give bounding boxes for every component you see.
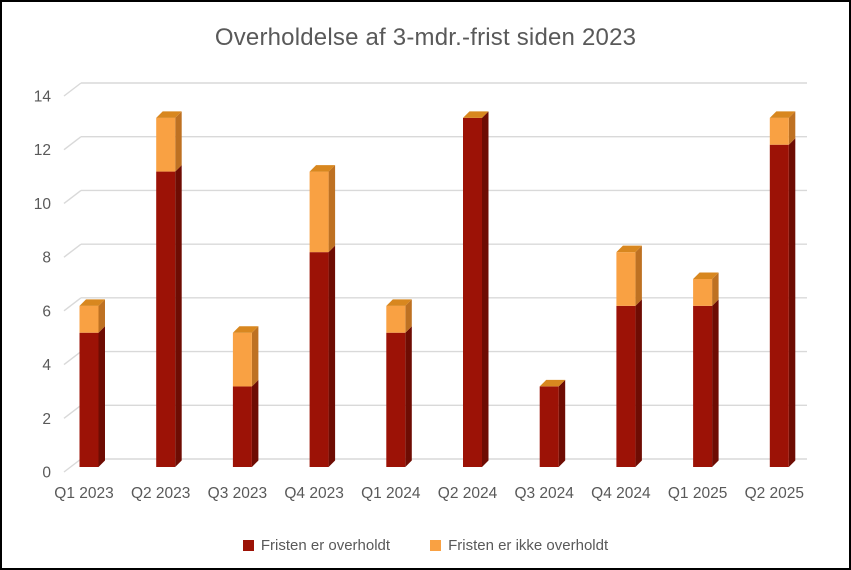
bar-segment-ikke-overholdt-q4-2023[interactable] xyxy=(309,171,329,253)
bar-segment-ikke-overholdt-q2-2025[interactable] xyxy=(769,117,789,145)
bar-side-overholdt-q3-2024 xyxy=(558,379,566,467)
bar-side-overholdt-q1-2025 xyxy=(712,299,719,467)
y-tick-label: 12 xyxy=(34,142,51,159)
bar-segment-overholdt-q4-2024[interactable] xyxy=(616,305,636,467)
bar-top-q1-2025 xyxy=(693,272,719,280)
x-tick-label-q1-2025: Q1 2025 xyxy=(668,485,727,502)
y-tick-label: 8 xyxy=(42,250,51,267)
bar-side-overholdt-q2-2023 xyxy=(175,165,182,467)
bar-segment-ikke-overholdt-q1-2024[interactable] xyxy=(386,305,406,333)
legend-swatch-overholdt xyxy=(242,540,254,551)
chart-legend: Fristen er overholdt Fristen er ikke ove… xyxy=(2,537,849,554)
gridline-depth-tick xyxy=(63,297,82,312)
bar-side-ikke-overholdt-q1-2025 xyxy=(712,272,719,306)
y-tick-label: 4 xyxy=(42,357,51,374)
legend-item-overholdt[interactable]: Fristen er overholdt xyxy=(242,537,391,554)
chart-title: Overholdelse af 3-mdr.-frist siden 2023 xyxy=(214,24,637,51)
bar-side-ikke-overholdt-q4-2023 xyxy=(328,165,336,253)
x-tick-label-q2-2023: Q2 2023 xyxy=(131,485,190,502)
bar-side-overholdt-q3-2023 xyxy=(251,379,259,467)
x-tick-label-q4-2023: Q4 2023 xyxy=(284,485,343,502)
bar-top-q3-2024 xyxy=(539,379,566,387)
gridline-depth-tick xyxy=(63,458,82,473)
gridline-depth-tick xyxy=(63,243,82,258)
gridline-depth-tick xyxy=(63,82,82,97)
bar-segment-overholdt-q1-2024[interactable] xyxy=(386,332,406,467)
legend-label-ikke-overholdt: Fristen er ikke overholdt xyxy=(448,537,609,554)
gridline-depth-tick xyxy=(63,189,82,204)
bar-segment-ikke-overholdt-q3-2023[interactable] xyxy=(232,332,252,387)
y-tick-label: 10 xyxy=(34,196,52,213)
bar-side-overholdt-q4-2023 xyxy=(328,245,336,467)
x-tick-label-q1-2023: Q1 2023 xyxy=(54,485,113,502)
x-tick-label-q1-2024: Q1 2024 xyxy=(361,485,421,502)
bar-side-ikke-overholdt-q2-2023 xyxy=(175,111,182,172)
x-tick-label-q3-2023: Q3 2023 xyxy=(208,485,267,502)
y-tick-label: 0 xyxy=(42,465,51,482)
bar-segment-ikke-overholdt-q1-2023[interactable] xyxy=(79,305,99,333)
bar-segment-overholdt-q2-2025[interactable] xyxy=(769,144,789,467)
bar-segment-overholdt-q2-2023[interactable] xyxy=(156,171,176,467)
bar-segment-ikke-overholdt-q2-2023[interactable] xyxy=(156,117,176,172)
bar-top-q3-2023 xyxy=(232,326,259,333)
y-tick-label: 2 xyxy=(42,411,51,428)
bar-top-q2-2025 xyxy=(769,111,796,118)
gridline-depth-tick xyxy=(63,404,82,419)
bar-side-ikke-overholdt-q1-2024 xyxy=(405,299,412,333)
bar-top-q1-2023 xyxy=(79,299,105,306)
gridline-depth-tick xyxy=(63,351,82,366)
y-tick-label: 6 xyxy=(42,303,51,320)
bar-top-q2-2023 xyxy=(156,111,182,118)
bar-top-q4-2024 xyxy=(616,245,642,253)
bar-segment-overholdt-q3-2024[interactable] xyxy=(539,386,559,467)
gridline-depth-tick xyxy=(63,136,82,151)
legend-label-overholdt: Fristen er overholdt xyxy=(260,537,391,554)
bar-top-q4-2023 xyxy=(309,165,336,172)
bar-side-ikke-overholdt-q2-2025 xyxy=(788,111,796,145)
y-tick-label: 14 xyxy=(34,89,52,106)
bar-top-q1-2024 xyxy=(386,299,412,306)
legend-swatch-ikke-overholdt xyxy=(430,540,442,551)
bar-side-overholdt-q4-2024 xyxy=(635,299,642,467)
bar-side-overholdt-q2-2025 xyxy=(788,138,796,467)
bar-side-ikke-overholdt-q4-2024 xyxy=(635,245,642,306)
bar-top-q2-2024 xyxy=(463,111,489,118)
bar-side-overholdt-q1-2023 xyxy=(98,326,105,467)
bar-segment-overholdt-q1-2025[interactable] xyxy=(693,305,713,467)
bar-segment-overholdt-q4-2023[interactable] xyxy=(309,252,329,467)
bar-segment-overholdt-q2-2024[interactable] xyxy=(463,117,482,467)
bar-side-ikke-overholdt-q3-2023 xyxy=(251,326,259,387)
bar-side-ikke-overholdt-q1-2023 xyxy=(98,299,105,333)
x-tick-label-q3-2024: Q3 2024 xyxy=(514,485,574,502)
bar-segment-overholdt-q1-2023[interactable] xyxy=(79,332,99,467)
bar-side-overholdt-q2-2024 xyxy=(482,111,489,467)
bar-side-overholdt-q1-2024 xyxy=(405,326,412,467)
bar-segment-ikke-overholdt-q1-2025[interactable] xyxy=(693,279,713,306)
bar-segment-ikke-overholdt-q4-2024[interactable] xyxy=(616,252,636,306)
x-tick-label-q2-2024: Q2 2024 xyxy=(438,485,498,502)
legend-item-ikke-overholdt[interactable]: Fristen er ikke overholdt xyxy=(430,537,608,554)
bar-segment-overholdt-q3-2023[interactable] xyxy=(232,386,252,467)
x-tick-label-q4-2024: Q4 2024 xyxy=(591,485,651,502)
x-tick-label-q2-2025: Q2 2025 xyxy=(745,485,804,502)
